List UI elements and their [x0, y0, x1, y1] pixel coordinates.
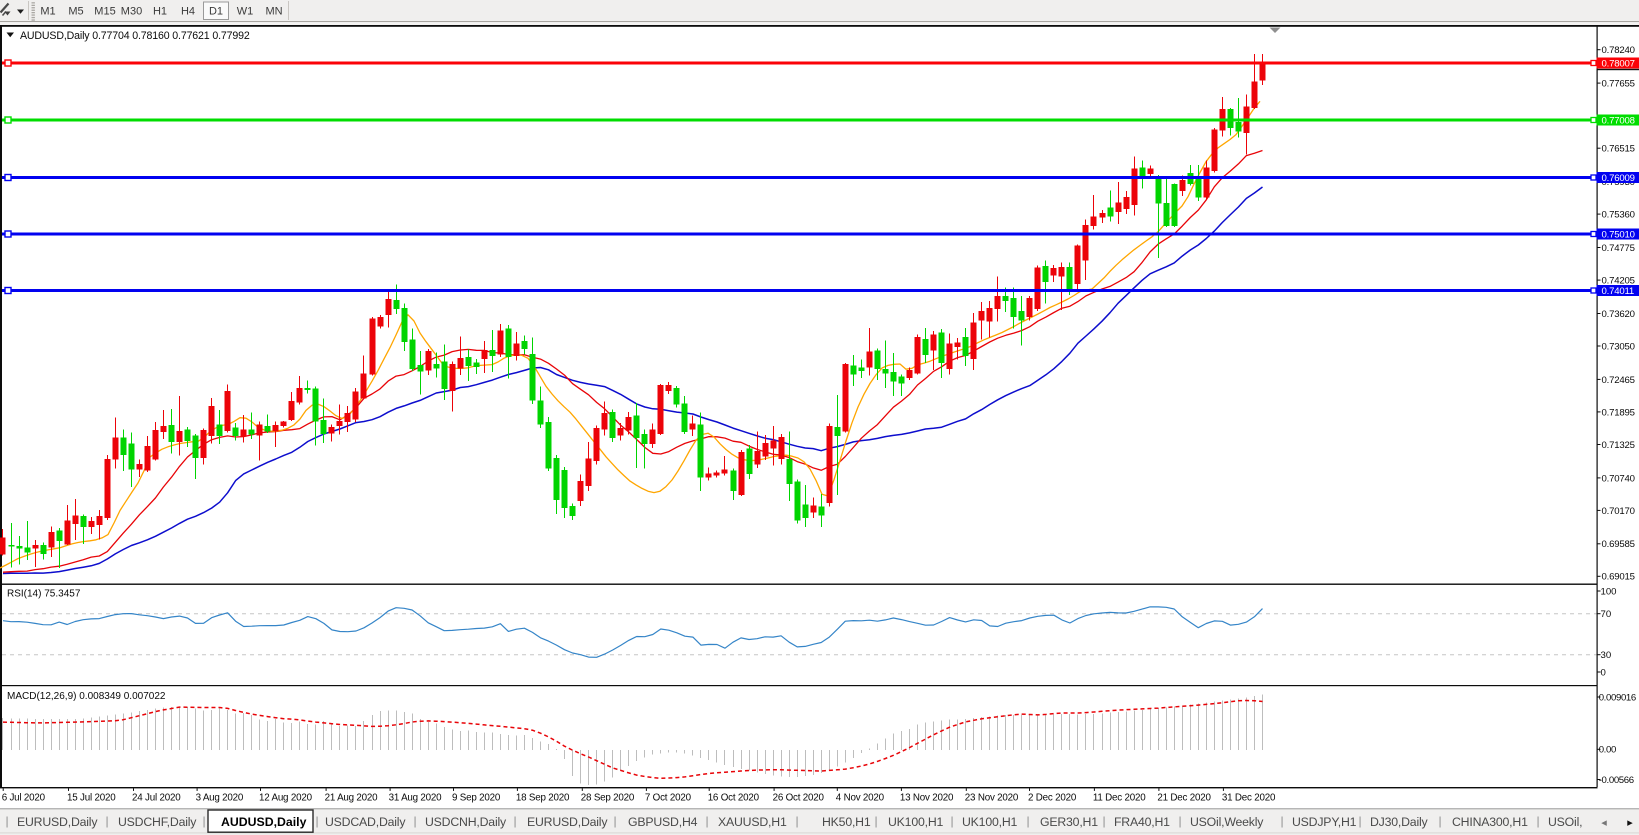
svg-text:15 Jul 2020: 15 Jul 2020: [67, 793, 116, 804]
svg-text:|: |: [1438, 814, 1441, 828]
svg-text:FRA40,H1: FRA40,H1: [1114, 815, 1170, 829]
svg-text:0.71895: 0.71895: [1602, 407, 1635, 418]
svg-text:11 Dec 2020: 11 Dec 2020: [1093, 793, 1146, 804]
svg-text:31 Dec 2020: 31 Dec 2020: [1222, 793, 1276, 804]
svg-text:|: |: [874, 814, 877, 828]
svg-text:USDCAD,Daily: USDCAD,Daily: [325, 815, 406, 829]
svg-text:HK50,H1: HK50,H1: [822, 815, 871, 829]
svg-text:26 Oct 2020: 26 Oct 2020: [773, 793, 825, 804]
svg-text:24 Jul 2020: 24 Jul 2020: [132, 793, 181, 804]
svg-text:|: |: [413, 814, 416, 828]
svg-text:0.77008: 0.77008: [1602, 115, 1635, 126]
svg-text:|: |: [1178, 814, 1181, 828]
svg-text:0.00: 0.00: [1599, 745, 1616, 756]
svg-text:0: 0: [1601, 667, 1606, 678]
svg-text:W1: W1: [237, 6, 254, 18]
svg-text:USDCHF,Daily: USDCHF,Daily: [118, 815, 197, 829]
svg-text:23 Nov 2020: 23 Nov 2020: [965, 793, 1019, 804]
svg-text:0.69585: 0.69585: [1602, 539, 1635, 550]
svg-text:|: |: [5, 814, 8, 828]
svg-text:H1: H1: [153, 6, 167, 18]
svg-text:GER30,H1: GER30,H1: [1040, 815, 1098, 829]
svg-text:|: |: [613, 814, 616, 828]
svg-text:H4: H4: [181, 6, 195, 18]
svg-text:12 Aug 2020: 12 Aug 2020: [259, 793, 313, 804]
svg-text:31 Aug 2020: 31 Aug 2020: [389, 793, 443, 804]
svg-text:AUDUSD,Daily 0.77704 0.78160: AUDUSD,Daily 0.77704 0.78160 0.77621 0.7…: [20, 30, 250, 42]
svg-text:30: 30: [1601, 650, 1612, 661]
svg-text:4 Nov 2020: 4 Nov 2020: [836, 793, 885, 804]
svg-text:AUDUSD,Daily: AUDUSD,Daily: [221, 815, 307, 829]
svg-text:USOil,Weekly: USOil,Weekly: [1190, 815, 1264, 829]
svg-text:0.75360: 0.75360: [1602, 210, 1635, 221]
svg-text:UK100,H1: UK100,H1: [888, 815, 943, 829]
svg-text:0.71325: 0.71325: [1602, 440, 1635, 451]
svg-text:EURUSD,Daily: EURUSD,Daily: [527, 815, 608, 829]
svg-text:0.74205: 0.74205: [1602, 276, 1635, 287]
svg-text:|: |: [1026, 814, 1029, 828]
svg-text:USOil,: USOil,: [1548, 815, 1582, 829]
svg-text:|: |: [1280, 814, 1283, 828]
svg-text:|: |: [202, 814, 205, 828]
svg-text:◂: ◂: [1601, 817, 1607, 829]
svg-text:DJ30,Daily: DJ30,Daily: [1370, 815, 1429, 829]
svg-text:USDCNH,Daily: USDCNH,Daily: [425, 815, 507, 829]
svg-text:UK100,H1: UK100,H1: [962, 815, 1017, 829]
svg-text:M5: M5: [68, 6, 83, 18]
svg-text:0.69015: 0.69015: [1602, 572, 1635, 583]
svg-text:|: |: [105, 814, 108, 828]
svg-text:MACD(12,26,9) 0.008349 0.00702: MACD(12,26,9) 0.008349 0.007022: [7, 691, 166, 702]
svg-text:21 Aug 2020: 21 Aug 2020: [325, 793, 379, 804]
svg-text:0.73050: 0.73050: [1602, 341, 1635, 352]
svg-text:M15: M15: [94, 6, 115, 18]
svg-text:0.74011: 0.74011: [1602, 286, 1635, 297]
svg-text:|: |: [795, 814, 798, 828]
svg-text:16 Oct 2020: 16 Oct 2020: [708, 793, 760, 804]
svg-text:CHINA300,H1: CHINA300,H1: [1452, 815, 1528, 829]
svg-text:|: |: [315, 814, 318, 828]
svg-text:MN: MN: [265, 6, 282, 18]
svg-text:7 Oct 2020: 7 Oct 2020: [645, 793, 692, 804]
svg-text:EURUSD,Daily: EURUSD,Daily: [17, 815, 98, 829]
svg-text:M1: M1: [40, 6, 55, 18]
svg-text:0.72465: 0.72465: [1602, 375, 1635, 386]
svg-text:0.78007: 0.78007: [1602, 58, 1635, 69]
svg-text:|: |: [705, 814, 708, 828]
svg-text:0.70170: 0.70170: [1602, 506, 1635, 517]
svg-text:28 Sep 2020: 28 Sep 2020: [581, 793, 635, 804]
svg-text:0.75010: 0.75010: [1602, 229, 1635, 240]
svg-text:XAUUSD,H1: XAUUSD,H1: [718, 815, 787, 829]
svg-text:70: 70: [1601, 609, 1612, 620]
svg-text:|: |: [1102, 814, 1105, 828]
svg-text:M30: M30: [121, 6, 142, 18]
svg-text:0.76009: 0.76009: [1602, 173, 1635, 184]
svg-text:9 Sep 2020: 9 Sep 2020: [452, 793, 501, 804]
svg-text:18 Sep 2020: 18 Sep 2020: [516, 793, 570, 804]
svg-text:0.74775: 0.74775: [1602, 243, 1635, 254]
svg-text:0.76515: 0.76515: [1602, 144, 1635, 155]
svg-text:|: |: [1536, 814, 1539, 828]
svg-text:▸: ▸: [1627, 817, 1633, 829]
svg-text:0.77655: 0.77655: [1602, 79, 1635, 90]
svg-text:GBPUSD,H4: GBPUSD,H4: [628, 815, 698, 829]
svg-text:0.78240: 0.78240: [1602, 45, 1635, 56]
svg-text:13 Nov 2020: 13 Nov 2020: [900, 793, 954, 804]
svg-text:D1: D1: [209, 6, 223, 18]
svg-text:0.70740: 0.70740: [1602, 473, 1635, 484]
svg-text:0.73620: 0.73620: [1602, 309, 1635, 320]
svg-text:6 Jul 2020: 6 Jul 2020: [2, 793, 46, 804]
svg-text:USDJPY,H1: USDJPY,H1: [1292, 815, 1357, 829]
svg-text:|: |: [950, 814, 953, 828]
svg-text:100: 100: [1601, 586, 1617, 597]
svg-text:RSI(14) 75.3457: RSI(14) 75.3457: [7, 589, 81, 600]
svg-text:0.009016: 0.009016: [1599, 692, 1636, 703]
svg-text:-0.00566: -0.00566: [1599, 775, 1634, 786]
svg-text:|: |: [1358, 814, 1361, 828]
svg-text:21 Dec 2020: 21 Dec 2020: [1157, 793, 1211, 804]
svg-text:|: |: [513, 814, 516, 828]
svg-text:2 Dec 2020: 2 Dec 2020: [1028, 793, 1077, 804]
svg-text:3 Aug 2020: 3 Aug 2020: [196, 793, 244, 804]
